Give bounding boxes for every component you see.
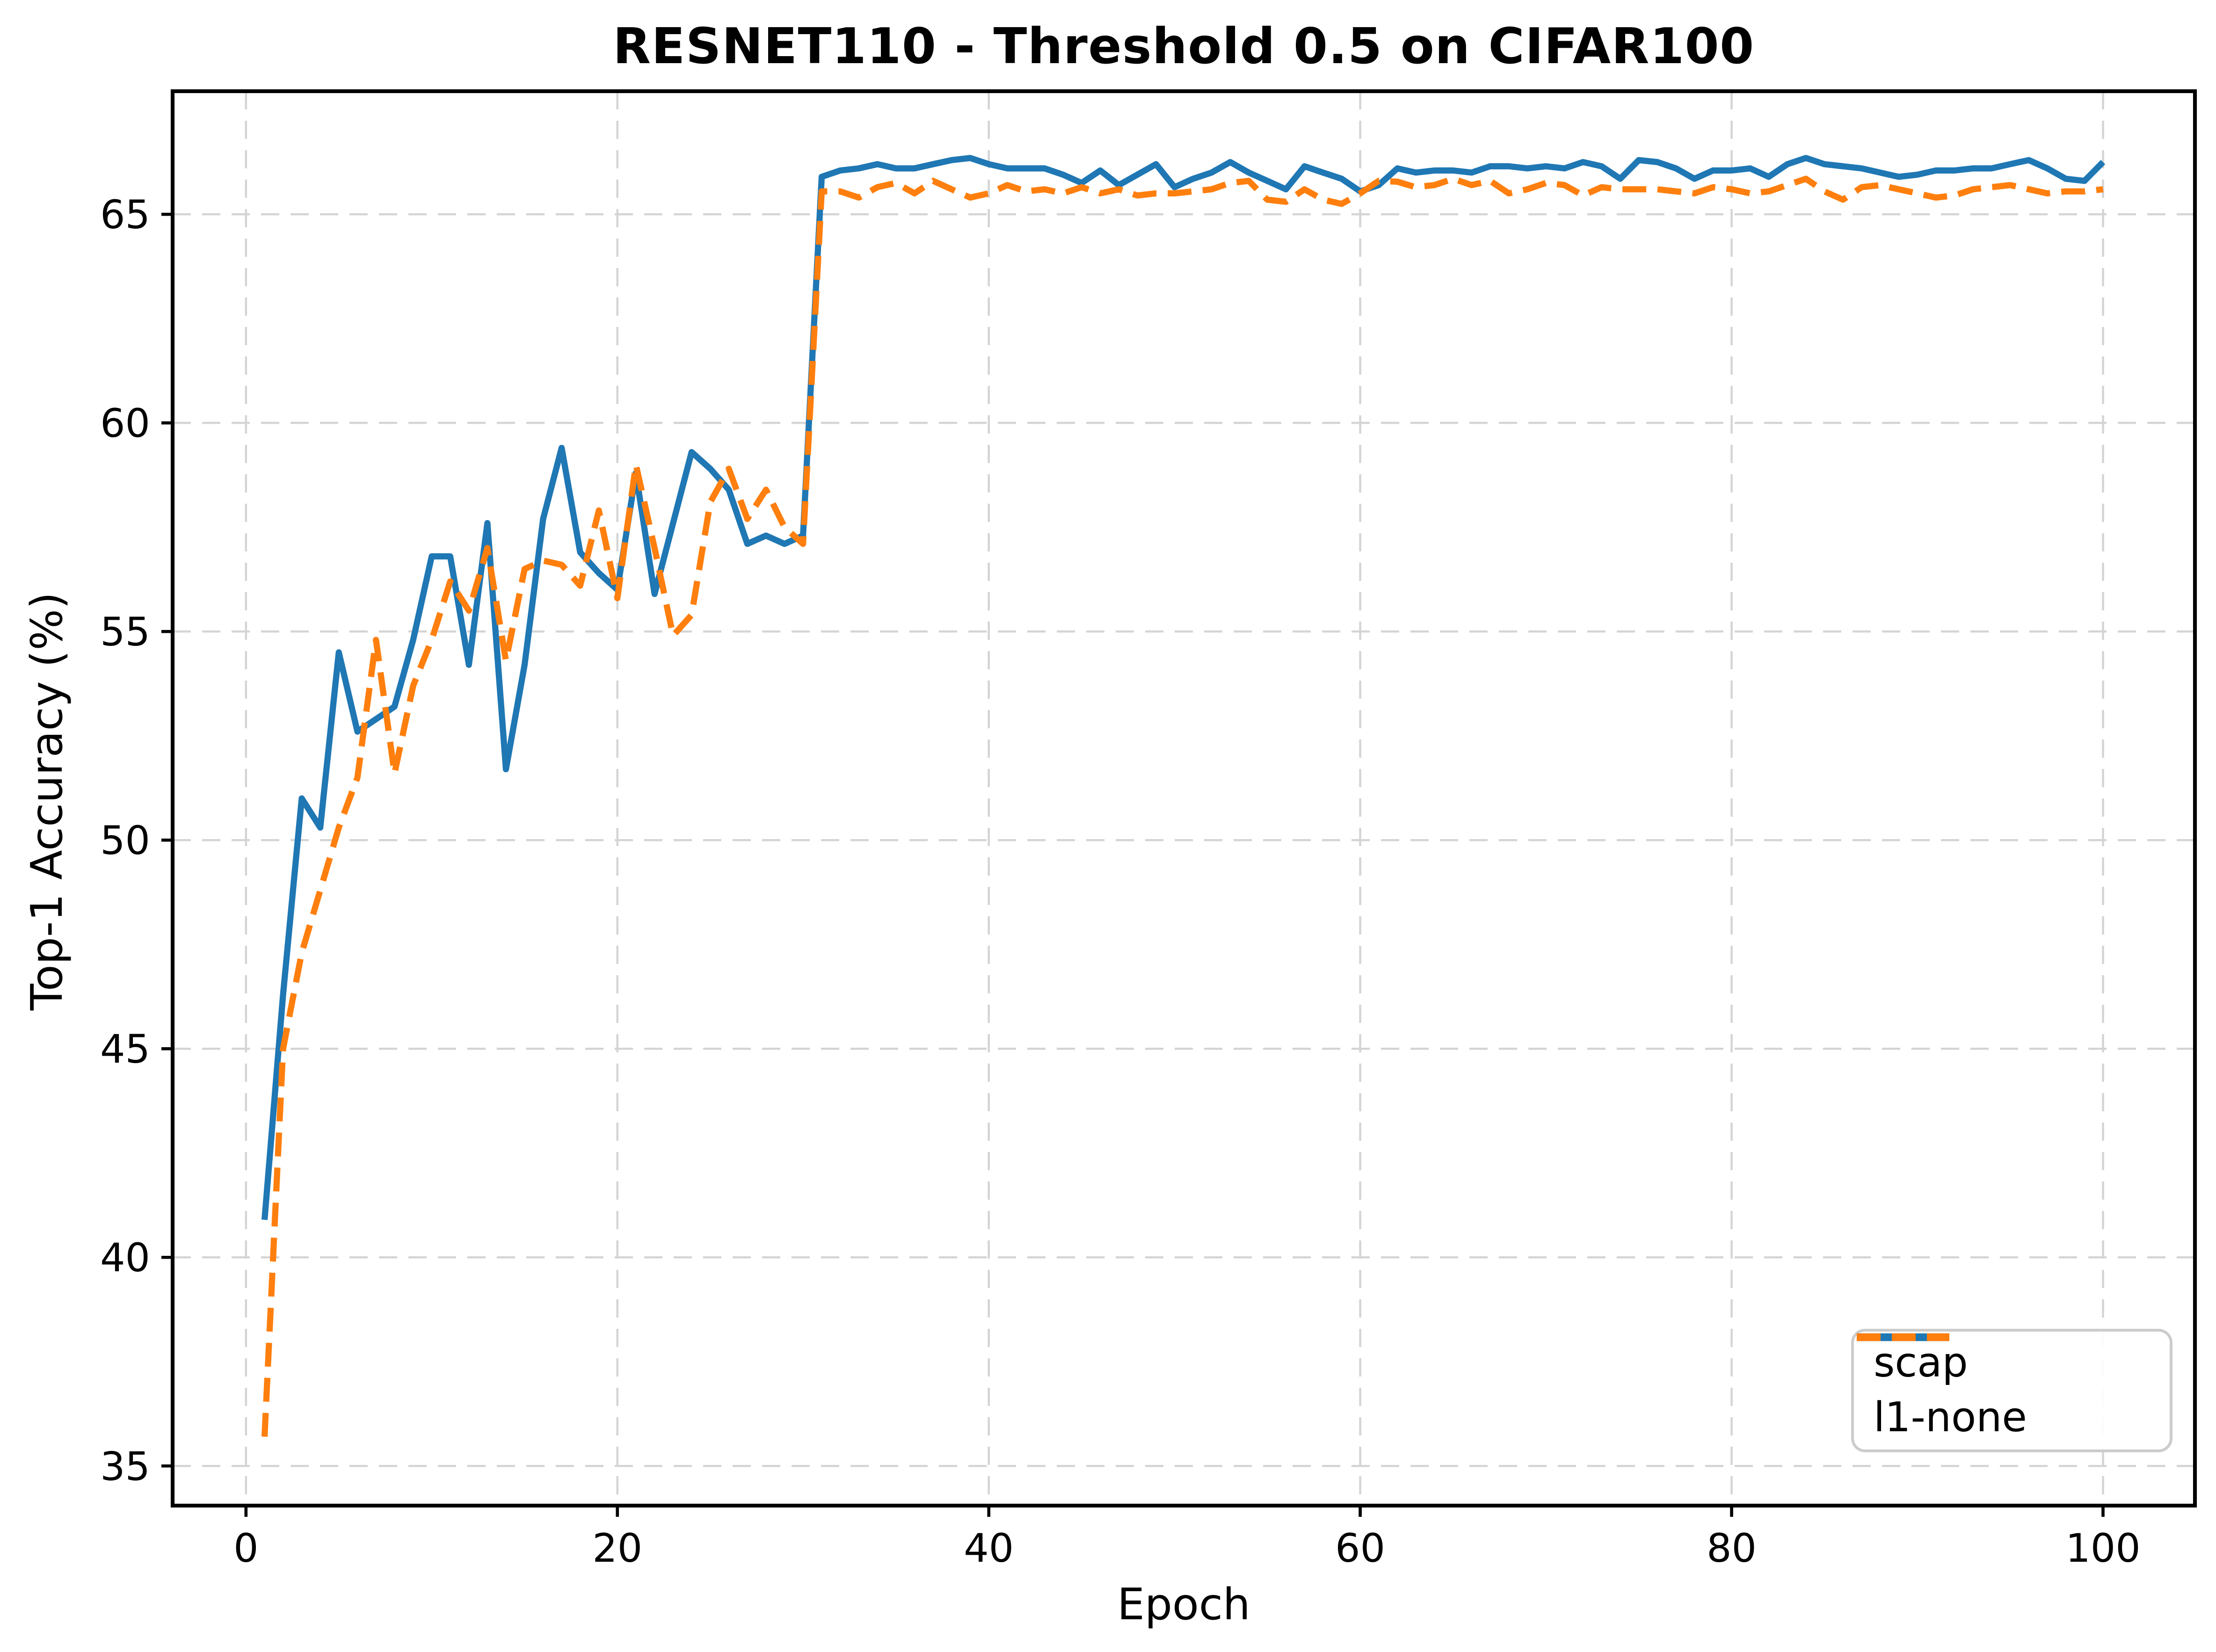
svg-text:20: 20 <box>592 1525 642 1571</box>
y-axis-label: Top-1 Accuracy (%) <box>22 592 73 1011</box>
svg-text:35: 35 <box>100 1443 150 1489</box>
svg-text:80: 80 <box>1707 1525 1757 1571</box>
data-series <box>261 155 2106 1437</box>
svg-text:40: 40 <box>964 1525 1014 1571</box>
svg-text:0: 0 <box>233 1525 258 1571</box>
legend-item-scap: scap <box>1857 1333 2170 1386</box>
gridlines <box>173 91 2195 1506</box>
svg-text:100: 100 <box>2065 1525 2140 1571</box>
svg-text:50: 50 <box>100 818 150 863</box>
x-tick-labels: 0 20 40 60 80 100 <box>233 1525 2141 1571</box>
svg-text:60: 60 <box>100 400 150 446</box>
legend-label-l1-none: l1-none <box>1874 1393 2027 1441</box>
svg-text:65: 65 <box>100 192 150 238</box>
svg-text:45: 45 <box>100 1026 150 1072</box>
chart-title: RESNET110 - Threshold 0.5 on CIFAR100 <box>613 20 1755 76</box>
svg-text:40: 40 <box>100 1235 150 1281</box>
axes-spines <box>170 89 2197 1508</box>
legend-line-dashed <box>1857 1333 1949 1341</box>
legend: scap l1-none <box>1851 1329 2172 1452</box>
legend-item-l1-none: l1-none <box>1857 1333 2170 1441</box>
svg-text:55: 55 <box>100 609 150 655</box>
svg-text:60: 60 <box>1335 1525 1385 1571</box>
tick-marks <box>161 212 2105 1517</box>
y-tick-labels: 35 40 45 50 55 60 65 <box>100 192 150 1489</box>
legend-label-scap: scap <box>1874 1339 1968 1386</box>
x-axis-label: Epoch <box>1117 1580 1250 1630</box>
